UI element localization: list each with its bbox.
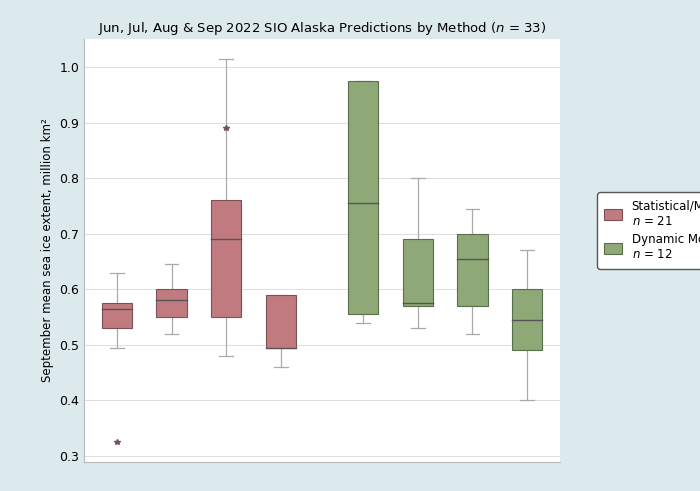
Bar — [266, 295, 296, 348]
Bar — [102, 303, 132, 328]
Bar — [348, 81, 378, 314]
Bar — [157, 289, 187, 317]
Bar — [457, 234, 487, 306]
Bar — [211, 200, 242, 317]
Legend: Statistical/ML
$n$ = 21, Dynamic Model
$n$ = 12: Statistical/ML $n$ = 21, Dynamic Model $… — [597, 192, 700, 269]
Bar — [512, 289, 542, 351]
Title: Jun, Jul, Aug & Sep 2022 SIO Alaska Predictions by Method ($n$ = 33): Jun, Jul, Aug & Sep 2022 SIO Alaska Pred… — [98, 20, 546, 37]
Y-axis label: September mean sea ice extent, million km²: September mean sea ice extent, million k… — [41, 118, 54, 382]
Bar — [402, 239, 433, 306]
